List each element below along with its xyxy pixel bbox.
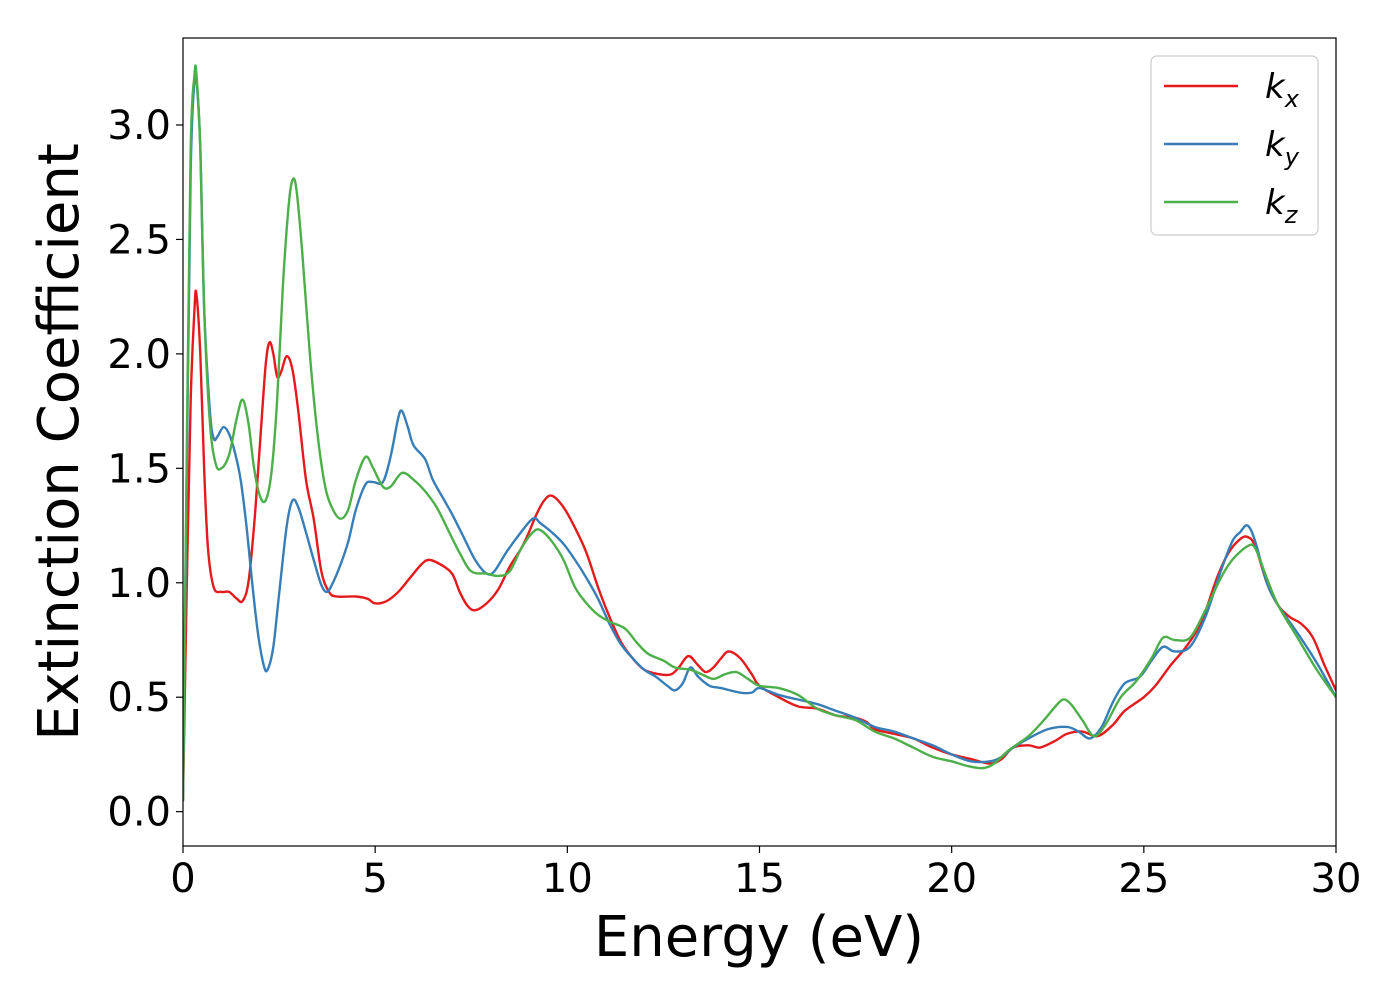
x-tick-label: 30: [1311, 856, 1362, 902]
legend-label-main: k: [1265, 183, 1286, 223]
y-tick-label: 2.0: [107, 332, 171, 378]
legend-label-main: k: [1265, 125, 1286, 165]
y-tick-label: 3.0: [107, 103, 171, 149]
x-tick-label: 0: [170, 856, 195, 902]
y-tick-label: 0.0: [107, 790, 171, 836]
x-tick-label: 15: [734, 856, 785, 902]
legend-box: [1150, 55, 1319, 236]
y-tick-label: 1.0: [107, 561, 171, 607]
series-line-z: [183, 64, 1336, 802]
y-axis-ticks: 0.0 0.5 1.0 1.5 2.0 2.5 3.0: [107, 103, 183, 836]
x-axis-ticks: 0 5 10 15 20 25 30: [170, 846, 1361, 902]
y-tick-label: 2.5: [107, 217, 171, 263]
legend-label-z: kz: [1265, 183, 1299, 229]
legend-label-sub: y: [1284, 143, 1300, 171]
legend-label-main: k: [1265, 67, 1286, 107]
legend-label-sub: x: [1284, 85, 1300, 113]
x-tick-label: 5: [362, 856, 387, 902]
legend-label-x: kx: [1265, 67, 1300, 113]
y-axis-title: Extinction Coefficient: [27, 143, 92, 741]
x-tick-label: 20: [926, 856, 977, 902]
series-layer: [183, 64, 1336, 802]
y-tick-label: 0.5: [107, 675, 171, 721]
series-line-x: [183, 289, 1336, 802]
y-tick-label: 1.5: [107, 446, 171, 492]
legend-label-y: ky: [1265, 125, 1300, 171]
x-tick-label: 25: [1118, 856, 1169, 902]
legend-label-sub: z: [1284, 201, 1299, 229]
x-axis-title: Energy (eV): [594, 905, 924, 970]
x-tick-label: 10: [542, 856, 593, 902]
series-line-y: [183, 67, 1336, 802]
